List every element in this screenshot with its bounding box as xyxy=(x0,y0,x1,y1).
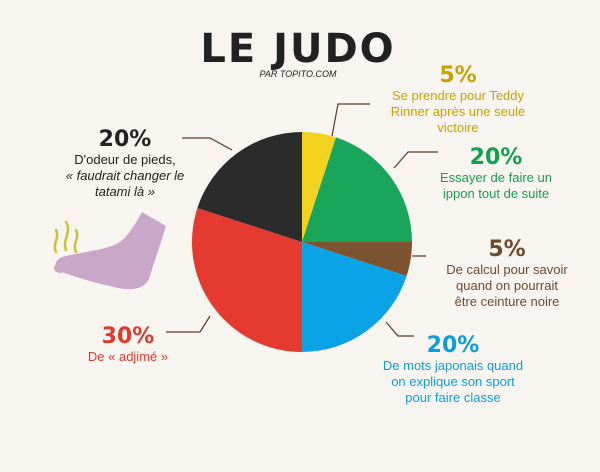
foot-illustration xyxy=(53,212,167,290)
description-pieds-line-1: D'odeur de pieds, xyxy=(74,152,176,167)
connector-adjime xyxy=(166,315,211,333)
connector-teddy xyxy=(331,103,370,137)
stink-line-1 xyxy=(53,228,59,254)
percent-label-adjime: 30% xyxy=(102,324,155,349)
percent-label-calcul: 5% xyxy=(488,237,525,262)
description-ippon-line-2: ippon tout de suite xyxy=(443,186,549,201)
connectors xyxy=(166,103,438,337)
connector-pieds xyxy=(182,137,233,151)
toe xyxy=(54,263,66,273)
description-teddy-line-2: Rinner après une seule xyxy=(391,104,525,119)
connector-ippon xyxy=(393,151,438,169)
description-adjime-line-1: De « adjimé » xyxy=(88,349,168,364)
percent-label-ippon: 20% xyxy=(470,145,523,170)
description-japonais-line-1: De mots japonais quand xyxy=(383,358,523,373)
pie-slice-ippon xyxy=(302,137,413,242)
stink-line-3 xyxy=(73,228,79,254)
pie-slice-teddy xyxy=(302,132,336,242)
description-pieds-line-3: tatami là » xyxy=(95,184,155,199)
pie-slice-pieds xyxy=(197,132,302,242)
description-teddy-line-1: Se prendre pour Teddy xyxy=(392,88,525,103)
description-japonais-line-2: on explique son sport xyxy=(391,374,515,389)
description-calcul-line-1: De calcul pour savoir xyxy=(446,262,568,277)
foot-shape xyxy=(55,212,167,290)
percent-label-pieds: 20% xyxy=(99,127,152,152)
chart-title: LE JUDO xyxy=(200,26,395,72)
pie-slice-japonais xyxy=(302,242,407,352)
description-calcul-line-3: être ceinture noire xyxy=(455,294,560,309)
description-pieds-line-2: « faudrait changer le xyxy=(66,168,185,183)
description-calcul-line-2: quand on pourrait xyxy=(456,278,558,293)
pie-slices xyxy=(191,132,413,352)
description-japonais-line-3: pour faire classe xyxy=(405,390,500,405)
stink-line-2 xyxy=(63,220,70,252)
chart-subtitle: PAR TOPITO.COM xyxy=(259,69,337,79)
percent-label-teddy: 5% xyxy=(439,63,476,88)
description-ippon-line-1: Essayer de faire un xyxy=(440,170,552,185)
pie-slice-calcul xyxy=(302,242,412,276)
connector-japonais xyxy=(385,321,414,337)
percent-label-japonais: 20% xyxy=(427,333,480,358)
pie-slice-adjime xyxy=(191,208,302,352)
description-teddy-line-3: victoire xyxy=(437,120,478,135)
